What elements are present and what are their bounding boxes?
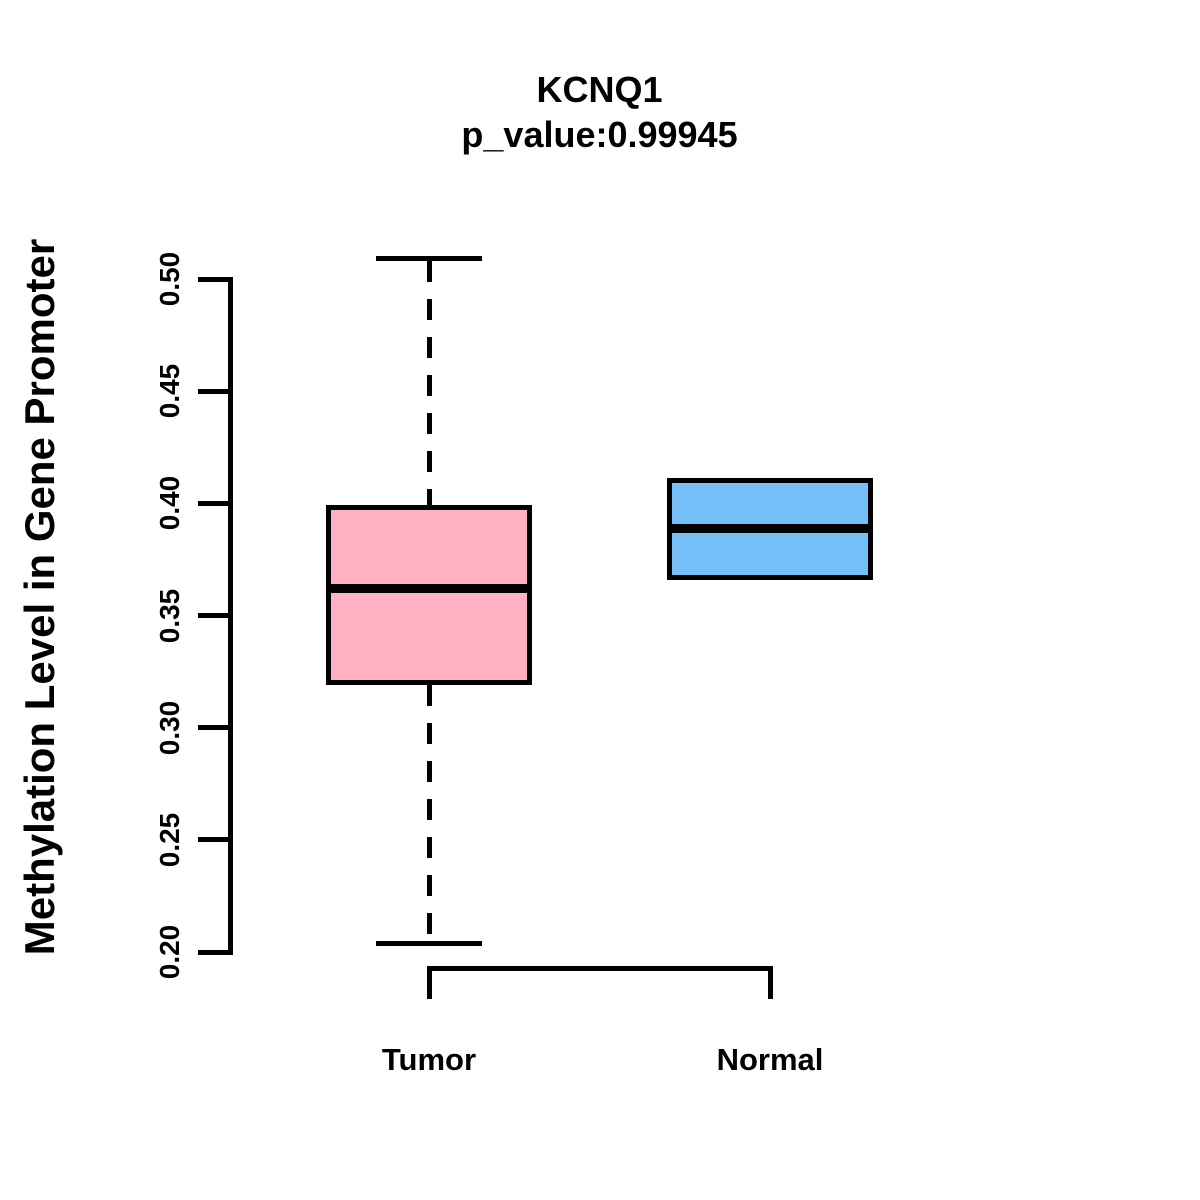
tumor-lower-whisker bbox=[426, 685, 432, 941]
tumor-upper-whisker-cap bbox=[376, 256, 482, 262]
tumor-lower-whisker-cap bbox=[376, 940, 482, 946]
y-axis-tick-label: 0.25 bbox=[154, 812, 185, 868]
y-axis-line bbox=[227, 276, 233, 955]
normal-median-line bbox=[667, 523, 873, 533]
y-axis-tick bbox=[197, 837, 228, 843]
y-axis-tick bbox=[197, 949, 228, 955]
chart-subtitle: p_value:0.99945 bbox=[461, 114, 738, 155]
y-axis-title: Methylation Level in Gene Promoter bbox=[16, 238, 63, 956]
y-axis-tick-label: 0.50 bbox=[154, 251, 185, 307]
tumor-median-line bbox=[326, 584, 532, 594]
y-axis-tick-label: 0.30 bbox=[154, 700, 185, 755]
y-axis-tick-label: 0.35 bbox=[154, 588, 185, 643]
y-axis-tick bbox=[197, 388, 228, 394]
y-axis-tick bbox=[197, 276, 228, 282]
tumor-box bbox=[326, 505, 532, 686]
y-axis-tick-label: 0.40 bbox=[154, 476, 185, 531]
x-axis-tick bbox=[767, 965, 773, 999]
x-axis-line bbox=[426, 965, 773, 971]
y-axis-tick bbox=[197, 500, 228, 506]
title-block: KCNQ1 p_value:0.99945 bbox=[258, 68, 941, 158]
x-axis-tick bbox=[426, 965, 432, 999]
y-axis-tick bbox=[197, 613, 228, 618]
y-axis-tick-label: 0.20 bbox=[154, 924, 185, 980]
y-axis-tick bbox=[197, 725, 228, 731]
x-axis-label-tumor: Tumor bbox=[381, 1042, 477, 1077]
chart-title: KCNQ1 bbox=[536, 69, 663, 110]
x-axis-label-normal: Normal bbox=[716, 1042, 824, 1077]
y-axis-tick-label: 0.45 bbox=[154, 363, 185, 419]
tumor-upper-whisker bbox=[426, 261, 432, 506]
